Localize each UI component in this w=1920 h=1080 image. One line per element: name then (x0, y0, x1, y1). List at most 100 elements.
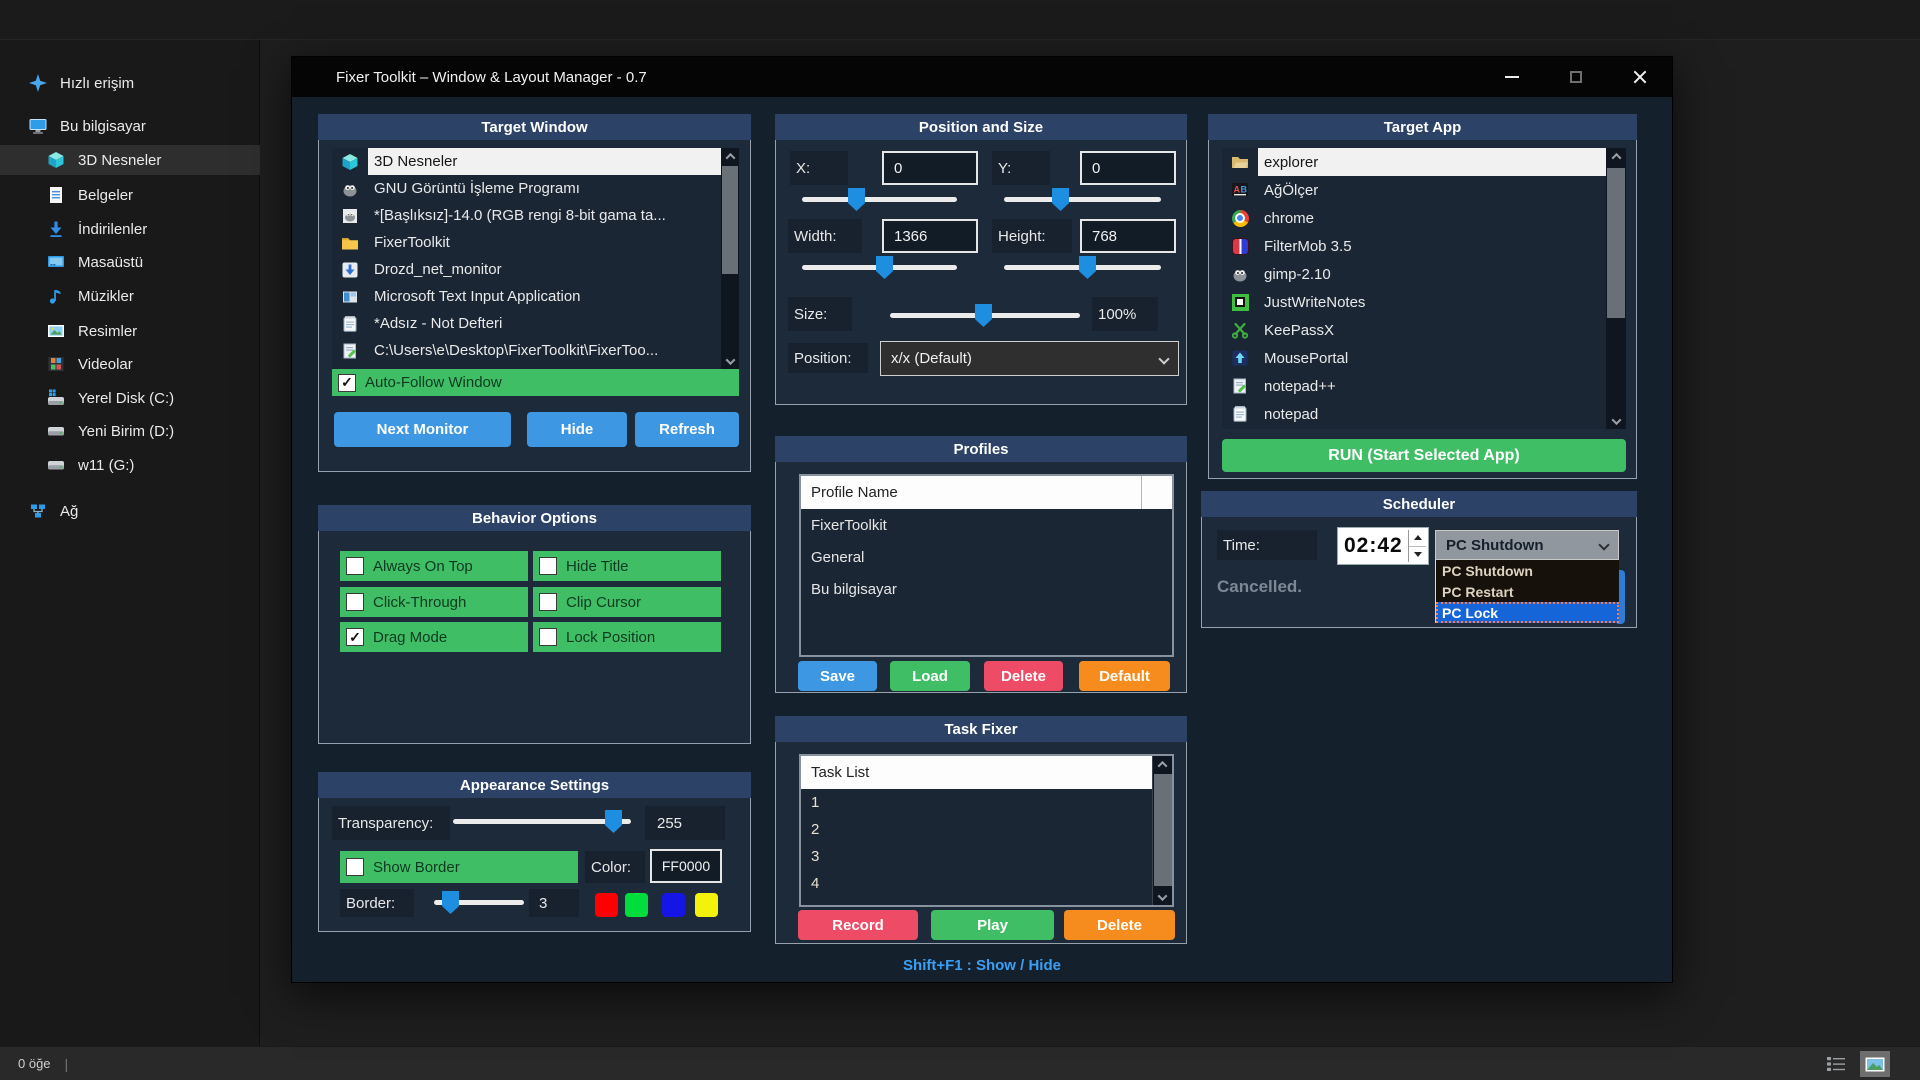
task-scrollbar[interactable] (1152, 756, 1172, 905)
position-dropdown[interactable]: x/x (Default) (880, 341, 1179, 376)
show-border-checkbox[interactable]: Show Border (340, 851, 578, 883)
swatch-red[interactable] (595, 893, 618, 917)
slider-thumb[interactable] (1052, 188, 1069, 211)
slider-thumb[interactable] (876, 256, 893, 279)
list-item[interactable]: explorer (1222, 148, 1606, 176)
target-window-scrollbar[interactable] (721, 148, 739, 369)
next-monitor-button[interactable]: Next Monitor (334, 412, 511, 447)
scroll-up-icon[interactable] (1606, 148, 1626, 164)
scrollbar-thumb[interactable] (1607, 168, 1625, 318)
scroll-down-icon[interactable] (721, 353, 739, 369)
sidebar-item-local-disk-c[interactable]: Yerel Disk (C:) (0, 383, 260, 413)
time-input[interactable]: 02:42 (1337, 527, 1429, 565)
swatch-blue[interactable] (662, 893, 685, 917)
task-row[interactable]: 3 (811, 848, 820, 865)
delete-button[interactable]: Delete (984, 661, 1063, 691)
slider-thumb[interactable] (848, 188, 865, 211)
always-on-top-checkbox[interactable]: Always On Top (340, 551, 528, 581)
transparency-slider[interactable] (453, 810, 631, 833)
checkbox-icon[interactable] (346, 858, 364, 876)
list-item[interactable]: FilterMob 3.5 (1222, 232, 1606, 260)
task-row[interactable]: 1 (811, 794, 820, 811)
list-item[interactable]: notepad++ (1222, 372, 1606, 400)
sidebar-item-3d-objects[interactable]: 3D Nesneler (0, 145, 260, 175)
sidebar-item-music[interactable]: Müzikler (0, 281, 260, 311)
task-column-header[interactable]: Task List (801, 756, 1152, 789)
color-input[interactable]: FF0000 (650, 849, 722, 883)
sidebar-item-new-volume-d[interactable]: Yeni Birim (D:) (0, 416, 260, 446)
border-slider[interactable] (434, 891, 524, 914)
load-button[interactable]: Load (890, 661, 970, 691)
scheduler-action-dropdown[interactable]: PC Shutdown (1435, 530, 1619, 560)
sidebar-item-documents[interactable]: Belgeler (0, 180, 260, 210)
checkbox-icon[interactable] (346, 557, 364, 575)
auto-follow-checkbox[interactable]: ✓ Auto-Follow Window (332, 369, 739, 396)
width-input[interactable]: 1366 (882, 219, 978, 253)
record-button[interactable]: Record (798, 910, 918, 940)
list-item[interactable]: chrome (1222, 204, 1606, 232)
sidebar-item-desktop[interactable]: Masaüstü (0, 247, 260, 277)
swatch-yellow[interactable] (695, 893, 718, 917)
checkbox-icon[interactable] (539, 628, 557, 646)
hide-title-checkbox[interactable]: Hide Title (533, 551, 721, 581)
list-item[interactable]: *Adsız - Not Defteri (332, 310, 721, 337)
x-input[interactable]: 0 (882, 151, 978, 185)
play-button[interactable]: Play (931, 910, 1054, 940)
list-item[interactable]: 3D Nesneler (332, 148, 721, 175)
task-row[interactable]: 2 (811, 821, 820, 838)
dropdown-option[interactable]: PC Shutdown (1442, 562, 1533, 579)
size-slider[interactable] (890, 304, 1080, 327)
slider-thumb[interactable] (1079, 256, 1096, 279)
swatch-green[interactable] (625, 893, 648, 917)
drag-mode-checkbox[interactable]: ✓ Drag Mode (340, 622, 528, 652)
clip-cursor-checkbox[interactable]: Clip Cursor (533, 587, 721, 617)
slider-thumb[interactable] (975, 304, 992, 327)
sidebar-item-downloads[interactable]: İndirilenler (0, 214, 260, 244)
profiles-column-header[interactable]: Profile Name (801, 476, 1172, 509)
scroll-up-icon[interactable] (721, 148, 739, 164)
list-item[interactable]: C:\Users\e\Desktop\FixerToolkit\FixerToo… (332, 337, 721, 364)
sidebar-item-pictures[interactable]: Resimler (0, 316, 260, 346)
target-app-scrollbar[interactable] (1606, 148, 1626, 429)
scroll-up-icon[interactable] (1153, 756, 1172, 772)
thumbnail-view-button[interactable] (1860, 1051, 1890, 1077)
height-slider[interactable] (1004, 256, 1161, 279)
run-button[interactable]: RUN (Start Selected App) (1222, 439, 1626, 472)
sidebar-item-quick-access[interactable]: Hızlı erişim (0, 68, 260, 98)
click-through-checkbox[interactable]: Click-Through (340, 587, 528, 617)
refresh-button[interactable]: Refresh (635, 412, 739, 447)
width-slider[interactable] (802, 256, 957, 279)
sidebar-item-w11-g[interactable]: w11 (G:) (0, 450, 260, 480)
scrollbar-thumb[interactable] (1154, 774, 1172, 886)
profile-row[interactable]: General (811, 548, 865, 566)
list-item[interactable]: FixerToolkit (332, 229, 721, 256)
time-spinner[interactable] (1408, 530, 1426, 562)
list-item[interactable]: GNU Görüntü İşleme Programı (332, 175, 721, 202)
list-item[interactable]: KeePassX (1222, 316, 1606, 344)
dropdown-option-selected[interactable]: PC Lock (1436, 602, 1619, 623)
checkbox-icon[interactable]: ✓ (346, 628, 364, 646)
title-bar[interactable]: Fixer Toolkit – Window & Layout Manager … (292, 57, 1672, 97)
list-item[interactable]: Microsoft Text Input Application (332, 283, 721, 310)
slider-thumb[interactable] (605, 810, 622, 833)
hide-button[interactable]: Hide (527, 412, 627, 447)
scrollbar-thumb[interactable] (722, 166, 738, 274)
checkbox-icon[interactable]: ✓ (338, 373, 356, 392)
scroll-down-icon[interactable] (1606, 413, 1626, 429)
close-button[interactable] (1618, 57, 1662, 97)
save-button[interactable]: Save (798, 661, 877, 691)
y-slider[interactable] (1004, 188, 1161, 211)
list-item[interactable]: Drozd_net_monitor (332, 256, 721, 283)
x-slider[interactable] (802, 188, 957, 211)
scroll-down-icon[interactable] (1153, 889, 1172, 905)
sidebar-item-network[interactable]: Ağ (0, 496, 260, 526)
height-input[interactable]: 768 (1080, 219, 1176, 253)
dropdown-option[interactable]: PC Restart (1442, 583, 1514, 600)
maximize-button[interactable] (1554, 57, 1598, 97)
details-view-button[interactable] (1822, 1051, 1852, 1077)
y-input[interactable]: 0 (1080, 151, 1176, 185)
sidebar-item-this-pc[interactable]: Bu bilgisayar (0, 111, 260, 141)
profile-row[interactable]: Bu bilgisayar (811, 580, 897, 598)
list-item[interactable]: JustWriteNotes (1222, 288, 1606, 316)
